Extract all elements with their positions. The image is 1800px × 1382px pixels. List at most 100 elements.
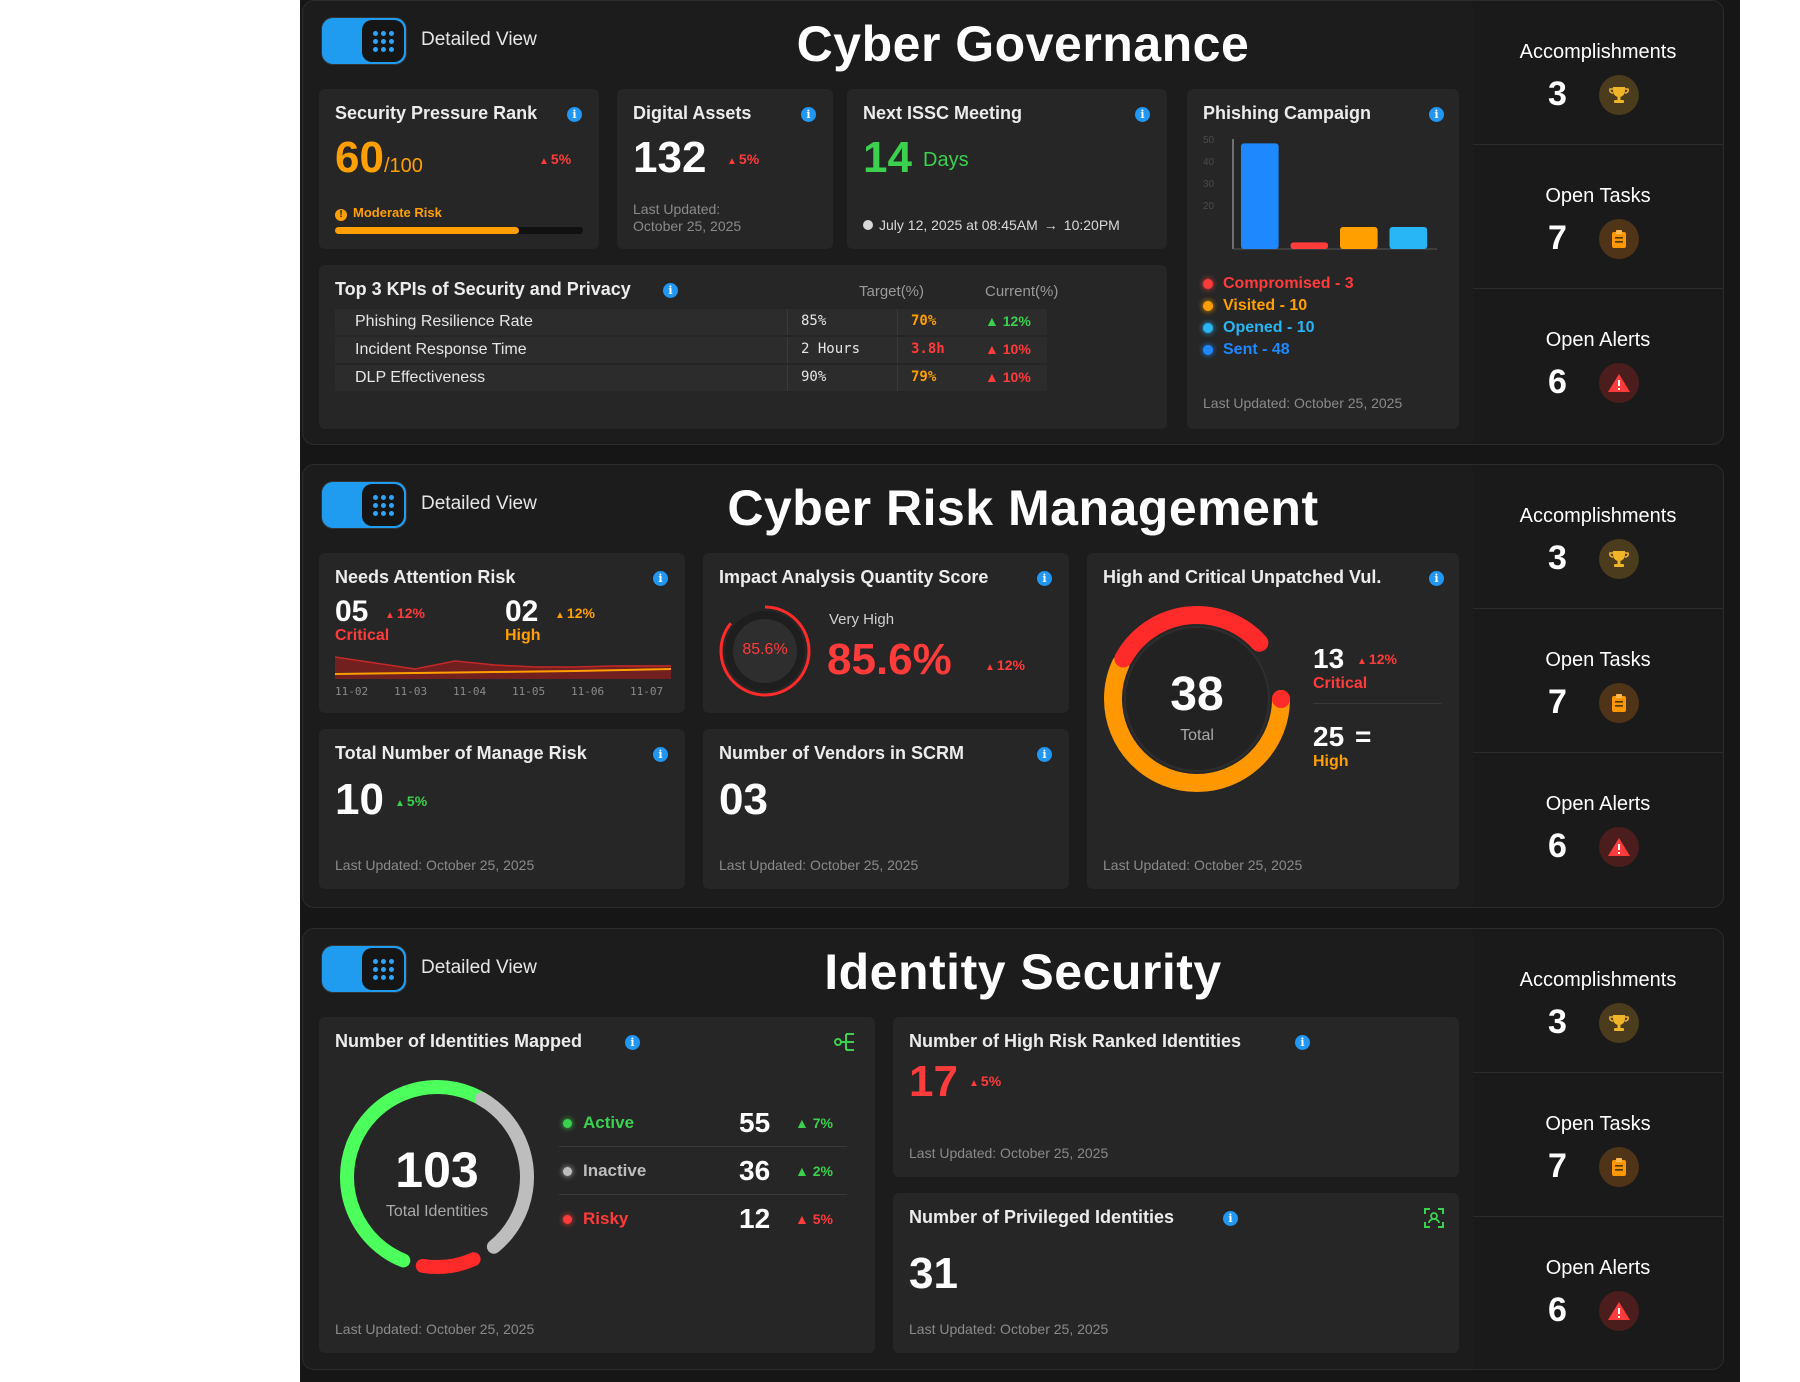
issc-meeting-card[interactable]: Next ISSC Meeting i 14 Days July 12, 202… (847, 89, 1167, 249)
digital-assets-card[interactable]: Digital Assets i 132 ▲ 5% Last Updated: O… (617, 89, 833, 249)
identity-status-row[interactable]: Risky 12 ▲ 5% (559, 1203, 847, 1243)
info-icon[interactable]: i (1135, 107, 1150, 122)
detailed-view-toggle[interactable] (321, 17, 407, 65)
card-title: Digital Assets (633, 103, 752, 123)
detailed-view-label: Detailed View (421, 957, 537, 978)
identities-total-label: Total Identities (385, 1203, 489, 1220)
phishing-campaign-card[interactable]: Phishing Campaign i 50 40 30 20 Compromised… (1187, 89, 1459, 429)
last-updated: Last Updated: October 25, 2025 (1103, 857, 1303, 873)
open-tasks-card[interactable]: Open Tasks 7 (1473, 145, 1723, 289)
open-tasks-card[interactable]: Open Tasks 7 (1473, 609, 1723, 753)
bar-sent[interactable] (1241, 143, 1279, 249)
kpi-name: DLP Effectiveness (355, 369, 486, 386)
column-divider (897, 337, 898, 363)
trophy-icon (1599, 539, 1639, 579)
section-title: Cyber Risk Management (727, 480, 1319, 536)
section-identity-security: Detailed View Identity Security Number o… (302, 928, 1724, 1370)
accomplishments-card[interactable]: Accomplishments 3 (1473, 465, 1723, 609)
pressure-max: /100 (383, 155, 423, 177)
info-icon[interactable]: i (1429, 107, 1444, 122)
y-tick-label: 30 (1203, 179, 1215, 190)
status-dot (563, 1167, 572, 1176)
column-divider (787, 337, 788, 363)
info-icon[interactable]: i (653, 571, 668, 586)
impact-level: Very High (829, 611, 895, 628)
kpi-target: 2 Hours (801, 341, 861, 357)
kpi-row[interactable]: Incident Response Time 2 Hours 3.8h ▲ 10% (335, 337, 1047, 363)
detailed-view-label: Detailed View (421, 29, 537, 50)
col-target-header: Target(%) (859, 283, 925, 300)
open-alerts-card[interactable]: Open Alerts 6 (1473, 1217, 1723, 1361)
vuln-high-value: 25 (1313, 721, 1345, 752)
change-badge: ▲ 12% (985, 657, 1025, 673)
bar-opened[interactable] (1389, 227, 1428, 249)
info-icon[interactable]: i (1429, 571, 1444, 586)
manage-risk-card[interactable]: Total Number of Manage Risk i 10 ▲ 5% Las… (319, 729, 685, 889)
section-cyber-risk-management: Detailed View Cyber Risk Management Need… (302, 464, 1724, 908)
kpi-current: 3.8h (911, 341, 945, 357)
info-icon[interactable]: i (801, 107, 816, 122)
y-tick-label: 50 (1203, 135, 1215, 146)
accomplishments-card[interactable]: Accomplishments 3 (1473, 929, 1723, 1073)
y-tick-label: 20 (1203, 201, 1215, 212)
scan-icon[interactable] (1423, 1207, 1445, 1229)
assets-value: 132 (633, 133, 707, 182)
kpi-row[interactable]: Phishing Resilience Rate 85% 70% ▲ 12% (335, 309, 1047, 335)
bar-visited[interactable] (1340, 227, 1378, 249)
date-tick-label: 11-07 (630, 685, 664, 698)
bar-compromised[interactable] (1290, 242, 1329, 249)
open-alerts-card[interactable]: Open Alerts 6 (1473, 753, 1723, 897)
vendors-value: 03 (719, 775, 768, 824)
unpatched-vuln-card[interactable]: High and Critical Unpatched Vul. i 38 To… (1087, 553, 1459, 889)
detailed-view-toggle[interactable] (321, 481, 407, 529)
detailed-view-toggle[interactable] (321, 945, 407, 993)
column-divider (897, 365, 898, 391)
last-updated: Last Updated: October 25, 2025 (335, 1321, 535, 1337)
meeting-days-unit: Days (923, 149, 969, 171)
hierarchy-icon[interactable] (833, 1029, 859, 1055)
identities-mapped-card[interactable]: Number of Identities Mapped i 103 Total … (319, 1017, 875, 1353)
meeting-days-value: 14 (863, 133, 912, 182)
privileged-value: 31 (909, 1249, 958, 1298)
identities-total: 103 (395, 1142, 479, 1198)
info-icon[interactable]: i (653, 747, 668, 762)
security-pressure-card[interactable]: Security Pressure Rank i 60/100 ▲ 5% ! Mod… (319, 89, 599, 249)
accomplishments-card[interactable]: Accomplishments 3 (1473, 1, 1723, 145)
info-icon[interactable]: i (1037, 571, 1052, 586)
status-value: 55 (739, 1107, 771, 1138)
card-title: Number of Identities Mapped (335, 1031, 583, 1051)
vendors-scrm-card[interactable]: Number of Vendors in SCRM i 03 Last Upda… (703, 729, 1069, 889)
trophy-icon (1599, 75, 1639, 115)
open-tasks-value: 7 (1548, 683, 1567, 721)
status-label: Risky (583, 1209, 629, 1228)
impact-ring (719, 605, 811, 697)
status-value: 12 (739, 1203, 771, 1234)
card-title: Number of Privileged Identities (909, 1207, 1175, 1227)
open-tasks-card[interactable]: Open Tasks 7 (1473, 1073, 1723, 1217)
identity-status-row[interactable]: Active 55 ▲ 7% (559, 1107, 847, 1147)
open-alerts-card[interactable]: Open Alerts 6 (1473, 289, 1723, 433)
privileged-identities-card[interactable]: Number of Privileged Identities i 31 Las… (893, 1193, 1459, 1353)
needs-attention-card[interactable]: Needs Attention Risk i 05 ▲ 12% Critical … (319, 553, 685, 713)
info-icon[interactable]: i (1223, 1211, 1238, 1226)
vuln-critical-label: Critical (1313, 675, 1368, 692)
identities-donut (340, 1080, 535, 1274)
status-label: Inactive (583, 1161, 647, 1180)
info-icon[interactable]: i (663, 283, 678, 298)
status-change: ▲ 5% (795, 1211, 833, 1227)
info-icon[interactable]: i (1037, 747, 1052, 762)
column-divider (897, 309, 898, 335)
open-tasks-value: 7 (1548, 1147, 1567, 1185)
meeting-time: July 12, 2025 at 08:45AM → 10:20PM (863, 217, 1120, 233)
kpi-change: ▲ 10% (985, 341, 1031, 357)
side-panel: Accomplishments 3 Open Tasks 7 Open Aler… (1473, 1, 1723, 444)
open-alerts-value: 6 (1548, 1291, 1567, 1329)
info-icon[interactable]: i (567, 107, 582, 122)
kpi-row[interactable]: DLP Effectiveness 90% 79% ▲ 10% (335, 365, 1047, 391)
identity-status-row[interactable]: Inactive 36 ▲ 2% (559, 1155, 847, 1195)
info-icon[interactable]: i (1295, 1035, 1310, 1050)
impact-analysis-card[interactable]: Impact Analysis Quantity Score i 85.6% V… (703, 553, 1069, 713)
info-icon[interactable]: i (625, 1035, 640, 1050)
y-tick-label: 40 (1203, 157, 1215, 168)
high-risk-identities-card[interactable]: Number of High Risk Ranked Identities i … (893, 1017, 1459, 1177)
